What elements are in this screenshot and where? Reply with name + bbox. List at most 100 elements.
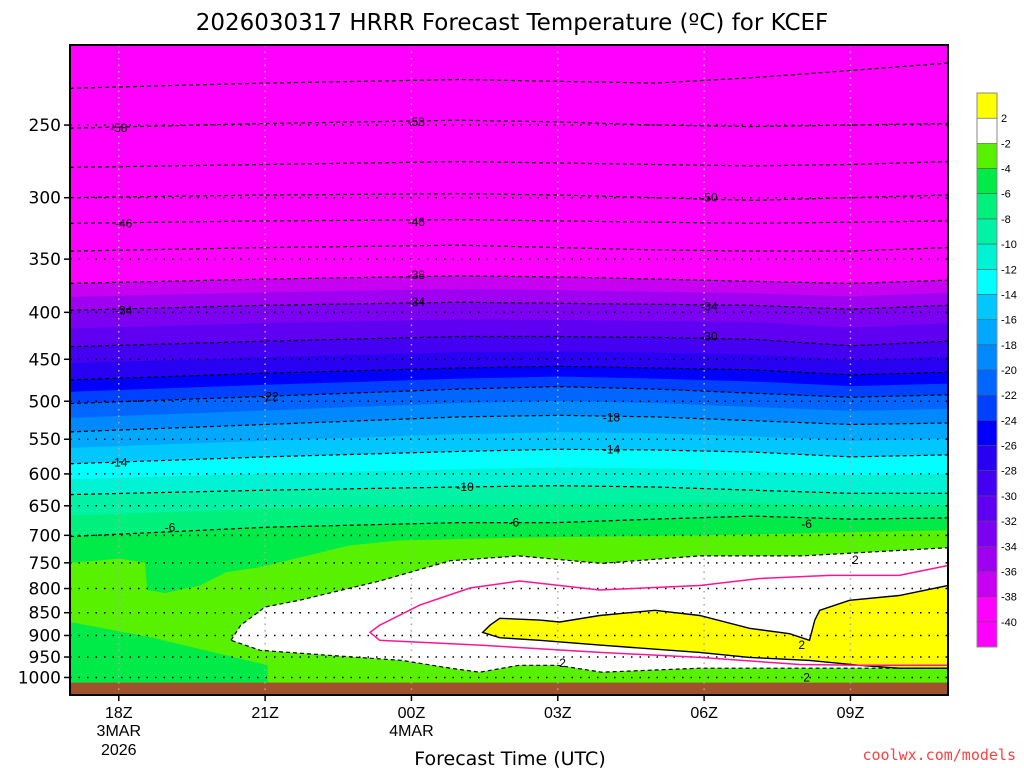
y-axis: 2503003504004505005506006507007508008509… — [18, 116, 70, 688]
isotherm-line-50 — [70, 193, 948, 202]
x-tick-date: 4MAR — [389, 723, 433, 740]
colorbar-swatch — [977, 470, 997, 497]
contour-label: -50 — [700, 191, 718, 205]
colorbar-swatch — [977, 395, 997, 421]
colorbar-swatch — [977, 495, 997, 522]
colorbar-label: 2 — [1001, 113, 1007, 125]
band-fill-below-40 — [70, 45, 948, 268]
colorbar-label: -18 — [1001, 340, 1017, 352]
colorbar-swatch — [977, 118, 997, 144]
chart-title: 2026030317 HRRR Forecast Temperature (ºC… — [196, 10, 829, 36]
colorbar-label: -26 — [1001, 441, 1017, 453]
y-tick-label: 400 — [29, 303, 61, 323]
x-tick-year: 2026 — [101, 742, 137, 759]
isotherm-line-26 — [70, 365, 948, 381]
contour-label: -30 — [700, 329, 718, 343]
ground — [70, 682, 948, 695]
y-tick-label: 800 — [29, 580, 61, 600]
colorbar-swatch — [977, 269, 997, 295]
colorbar-swatch — [977, 344, 997, 371]
x-tick-label: 06Z — [690, 705, 718, 722]
colorbar-swatch — [977, 621, 997, 648]
y-tick-label: 250 — [29, 116, 61, 136]
colorbar-swatch — [977, 546, 997, 572]
colorbar-swatch — [977, 244, 997, 270]
colorbar-label: -14 — [1001, 289, 1017, 301]
colorbar-swatch — [977, 370, 997, 396]
isotherm-line-62 — [70, 62, 948, 89]
isotherm-line-46 — [70, 219, 948, 225]
y-tick-label: 1000 — [18, 668, 61, 688]
colorbar-label: -6 — [1001, 189, 1011, 201]
contour-label: -34 — [408, 295, 426, 309]
colorbar-label: -16 — [1001, 315, 1017, 327]
plot-frame — [69, 44, 949, 696]
y-tick-label: 600 — [29, 465, 61, 485]
contour-label: -14 — [110, 455, 128, 469]
x-tick-label: 09Z — [837, 705, 865, 722]
contour-label: -46 — [115, 216, 133, 230]
contour-label: -34 — [700, 299, 718, 313]
colorbar-label: -36 — [1001, 566, 1017, 578]
contour-label: -6 — [509, 516, 520, 530]
contour-label: -18 — [603, 411, 621, 425]
colorbar-label: -12 — [1001, 264, 1017, 276]
x-axis-label: Forecast Time (UTC) — [414, 748, 605, 768]
contour-label: 2 — [798, 638, 805, 652]
contour-label: 2 — [559, 656, 566, 670]
colorbar-swatch — [977, 571, 997, 598]
colorbar: 2 -2 -4 -6 -8 -10 -12 -14 -16 -18 -20 -22 -24 -26 -28 -… — [976, 92, 1017, 648]
y-tick-label: 650 — [29, 497, 61, 517]
colorbar-label: -30 — [1001, 491, 1017, 503]
isotherm-line-14 — [70, 448, 948, 465]
isotherm-line-6 — [70, 515, 948, 538]
isotherm-line-34 — [70, 301, 948, 311]
y-tick-label: 750 — [29, 554, 61, 574]
colorbar-swatch — [977, 445, 997, 472]
colorbar-swatch — [977, 218, 997, 245]
y-tick-label: 300 — [29, 189, 61, 209]
colorbar-label: -38 — [1001, 592, 1017, 604]
contour-label: -14 — [603, 442, 621, 456]
contour-labels: -58 -58 -50 -46 -46 -38 -34 -34 -34 -30 -22 -18 -14 -… — [110, 115, 859, 685]
contour-label: -6 — [801, 517, 812, 531]
y-tick-label: 500 — [29, 392, 61, 412]
x-tick-label: 21Z — [251, 705, 279, 722]
colorbar-label: -4 — [1001, 164, 1011, 176]
plot-area — [70, 45, 948, 695]
y-tick-label: 900 — [29, 626, 61, 646]
colorbar-label: -8 — [1001, 214, 1011, 226]
contour-label: -10 — [456, 480, 474, 494]
y-tick-label: 450 — [29, 350, 61, 370]
isotherm-line-10 — [70, 485, 948, 496]
colorbar-swatch — [977, 93, 997, 119]
colorbar-label: -22 — [1001, 390, 1017, 402]
colorbar-swatch — [977, 193, 997, 220]
colorbar-label: -40 — [1001, 617, 1017, 629]
colorbar-label: -20 — [1001, 365, 1017, 377]
isotherm-line-30 — [70, 335, 948, 348]
colorbar-swatch — [977, 294, 997, 321]
isotherm-line-18 — [70, 414, 948, 433]
colorbar-swatch — [977, 319, 997, 346]
y-tick-label: 350 — [29, 250, 61, 270]
colorbar-swatch — [977, 168, 997, 195]
contour-label: -58 — [110, 121, 128, 135]
y-tick-label: 850 — [29, 604, 61, 624]
isotherm-line-minus2 — [230, 547, 948, 673]
isotherm-line-54 — [70, 160, 948, 168]
contour-label: -22 — [261, 389, 279, 403]
colorbar-label: -32 — [1001, 516, 1017, 528]
colorbar-swatch — [977, 596, 997, 623]
isotherm-line-2 — [481, 584, 948, 669]
y-tick-label: 700 — [29, 526, 61, 546]
colorbar-swatch — [977, 143, 997, 170]
x-tick-label: 18Z — [105, 705, 133, 722]
isotherm-line-38 — [70, 275, 948, 285]
colorbar-label: -34 — [1001, 541, 1017, 553]
x-tick-label: 03Z — [544, 705, 572, 722]
colorbar-label: -24 — [1001, 415, 1017, 427]
colorbar-swatch — [977, 521, 997, 547]
